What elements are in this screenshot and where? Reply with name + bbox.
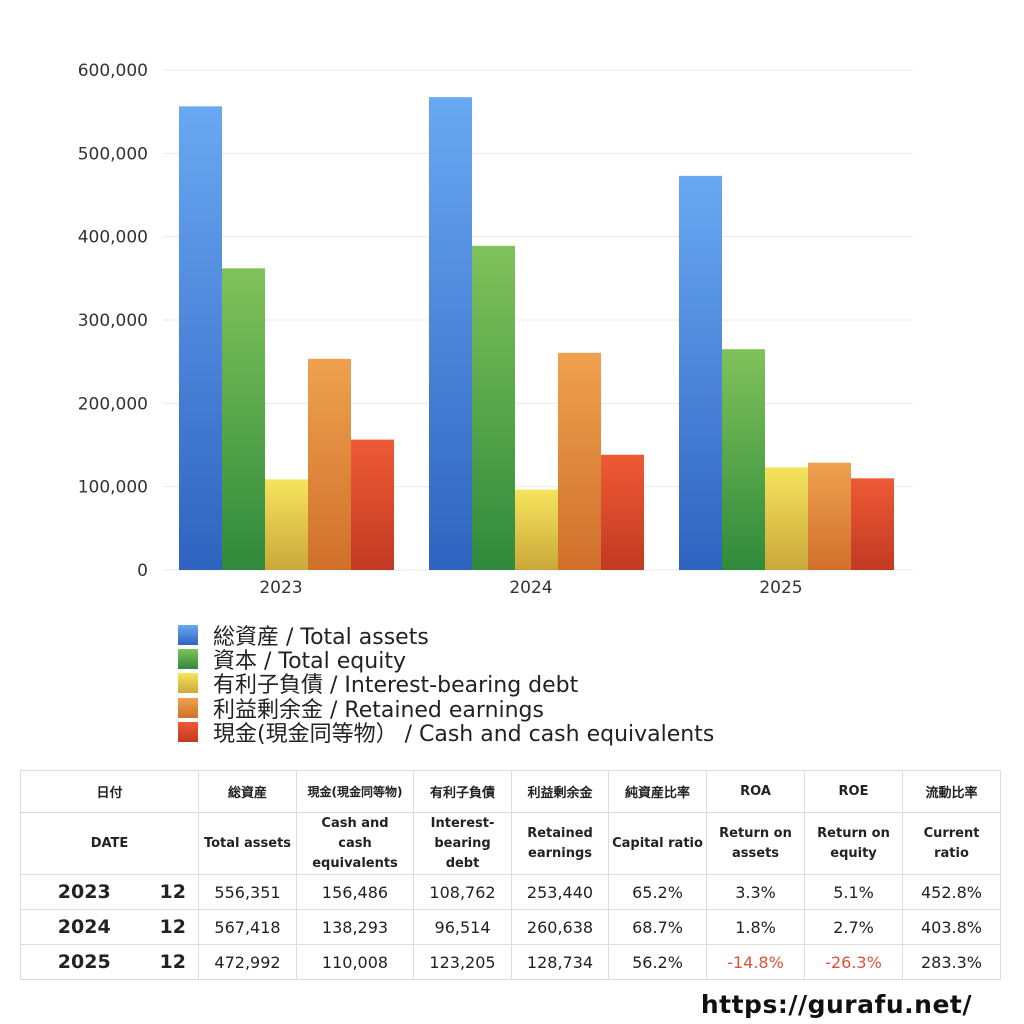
cell-retained: 253,440: [511, 874, 610, 910]
bar-2023-series-0: [179, 106, 222, 570]
cell-capital-ratio: 56.2%: [608, 944, 708, 980]
header-debt-en: Interest-bearing debt: [413, 812, 513, 875]
cell-roa: 1.8%: [706, 909, 806, 945]
header-debt-jp: 有利子負債: [413, 770, 513, 813]
legend-label-cash: 現金(現金同等物） / Cash and cash equivalents: [213, 721, 715, 747]
header-roa-en: Return on assets: [706, 812, 806, 875]
header-cash-jp: 現金(現金同等物): [296, 770, 415, 813]
header-row-english: DATE Total assets Cash and cash equivale…: [19, 812, 1002, 875]
bar-2024-series-1: [472, 245, 515, 571]
legend-label-interest-bearing-debt: 有利子負債 / Interest-bearing debt: [213, 673, 579, 699]
header-date-en: DATE: [19, 812, 200, 875]
bar-2024-series-2: [515, 489, 558, 570]
cell-retained: 260,638: [511, 909, 610, 945]
financial-metrics-table: 日付 総資産 現金(現金同等物) 有利子負債 利益剰余金 純資産比率 ROA R…: [19, 770, 1002, 980]
header-current-ratio-en: Current ratio: [902, 812, 1002, 875]
cell-year: 2023: [20, 874, 148, 910]
legend-item-total-assets: 総資産 / Total assets: [178, 623, 714, 650]
cell-cash: 156,486: [296, 874, 415, 910]
bar-chart: 0 100,000 200,000 300,000 400,000 500,000 600,…: [78, 61, 913, 598]
legend-swatch-retained-earnings: [178, 697, 198, 718]
header-total-assets-en: Total assets: [198, 812, 298, 875]
x-tick-label: 2024: [509, 578, 552, 598]
cell-year: 2024: [20, 909, 148, 945]
header-capital-ratio-jp: 純資産比率: [608, 770, 708, 813]
bar-2025-series-2: [765, 467, 808, 570]
cell-retained: 128,734: [511, 944, 610, 980]
cell-month: 12: [147, 874, 200, 910]
table-row-2025: 2025 12 472,992 110,008 123,205 128,734 …: [20, 944, 1002, 980]
header-cash-en: Cash and cash equivalents: [296, 812, 415, 875]
y-tick-label: 100,000: [78, 478, 148, 498]
legend-label-retained-earnings: 利益剰余金 / Retained earnings: [213, 697, 544, 723]
header-retained-en: Retained earnings: [511, 812, 610, 875]
table-row-2023: 2023 12 556,351 156,486 108,762 253,440 …: [20, 874, 1002, 910]
chart-legend: 総資産 / Total assets 資本 / Total equity 有利子…: [178, 623, 714, 747]
legend-item-interest-bearing-debt: 有利子負債 / Interest-bearing debt: [178, 671, 714, 698]
cell-total-assets: 556,351: [198, 874, 298, 910]
cell-debt: 123,205: [413, 944, 513, 980]
y-tick-label: 600,000: [78, 61, 148, 81]
bar-2024-series-0: [429, 97, 472, 570]
legend-label-total-equity: 資本 / Total equity: [213, 649, 406, 675]
y-tick-label: 500,000: [78, 144, 148, 164]
header-roa-jp: ROA: [706, 770, 806, 813]
cell-cash: 110,008: [296, 944, 415, 980]
bar-2023-series-3: [308, 358, 351, 570]
x-tick-label: 2025: [759, 578, 802, 598]
bar-2023-series-2: [265, 479, 308, 570]
cell-capital-ratio: 65.2%: [608, 874, 708, 910]
header-retained-jp: 利益剰余金: [511, 770, 610, 813]
site-url[interactable]: https://gurafu.net/: [700, 990, 972, 1019]
cell-month: 12: [147, 909, 200, 945]
cell-current-ratio: 403.8%: [902, 909, 1002, 945]
bar-2023-series-1: [222, 268, 265, 570]
cell-current-ratio: 452.8%: [902, 874, 1002, 910]
y-tick-label: 400,000: [78, 228, 148, 248]
y-tick-label: 200,000: [78, 394, 148, 414]
cell-capital-ratio: 68.7%: [608, 909, 708, 945]
bar-2023-series-4: [351, 439, 394, 570]
cell-total-assets: 472,992: [198, 944, 298, 980]
legend-swatch-interest-bearing-debt: [178, 673, 198, 694]
bar-2024-series-3: [558, 352, 601, 570]
bar-2025-series-0: [679, 175, 722, 570]
cell-debt: 108,762: [413, 874, 513, 910]
header-roe-jp: ROE: [804, 770, 904, 813]
legend-swatch-cash: [178, 721, 198, 742]
bar-2025-series-3: [808, 462, 851, 570]
header-total-assets-jp: 総資産: [198, 770, 298, 813]
header-capital-ratio-en: Capital ratio: [608, 812, 708, 875]
cell-cash: 138,293: [296, 909, 415, 945]
cell-debt: 96,514: [413, 909, 513, 945]
bar-2024-series-4: [601, 454, 644, 570]
header-roe-en: Return on equity: [804, 812, 904, 875]
cell-current-ratio: 283.3%: [902, 944, 1002, 980]
header-row-japanese: 日付 総資産 現金(現金同等物) 有利子負債 利益剰余金 純資産比率 ROA R…: [19, 770, 1002, 813]
header-current-ratio-jp: 流動比率: [902, 770, 1002, 813]
cell-roa: 3.3%: [706, 874, 806, 910]
bar-2025-series-1: [722, 349, 765, 570]
cell-month: 12: [147, 944, 200, 980]
cell-roe: -26.3%: [804, 944, 904, 980]
bar-2025-series-4: [851, 478, 894, 570]
y-tick-label: 300,000: [78, 311, 148, 331]
y-tick-label: 0: [137, 561, 148, 581]
legend-swatch-total-assets: [178, 625, 198, 646]
x-tick-label: 2023: [259, 578, 302, 598]
table-row-2024: 2024 12 567,418 138,293 96,514 260,638 6…: [20, 909, 1002, 945]
legend-item-retained-earnings: 利益剰余金 / Retained earnings: [178, 696, 714, 723]
legend-swatch-total-equity: [178, 649, 198, 670]
cell-roe: 2.7%: [804, 909, 904, 945]
cell-roe: 5.1%: [804, 874, 904, 910]
legend-item-cash: 現金(現金同等物） / Cash and cash equivalents: [178, 720, 714, 747]
legend-label-total-assets: 総資産 / Total assets: [213, 625, 429, 651]
cell-roa: -14.8%: [706, 944, 806, 980]
cell-total-assets: 567,418: [198, 909, 298, 945]
legend-item-total-equity: 資本 / Total equity: [178, 647, 714, 674]
cell-year: 2025: [20, 944, 148, 980]
header-date-jp: 日付: [19, 770, 200, 813]
